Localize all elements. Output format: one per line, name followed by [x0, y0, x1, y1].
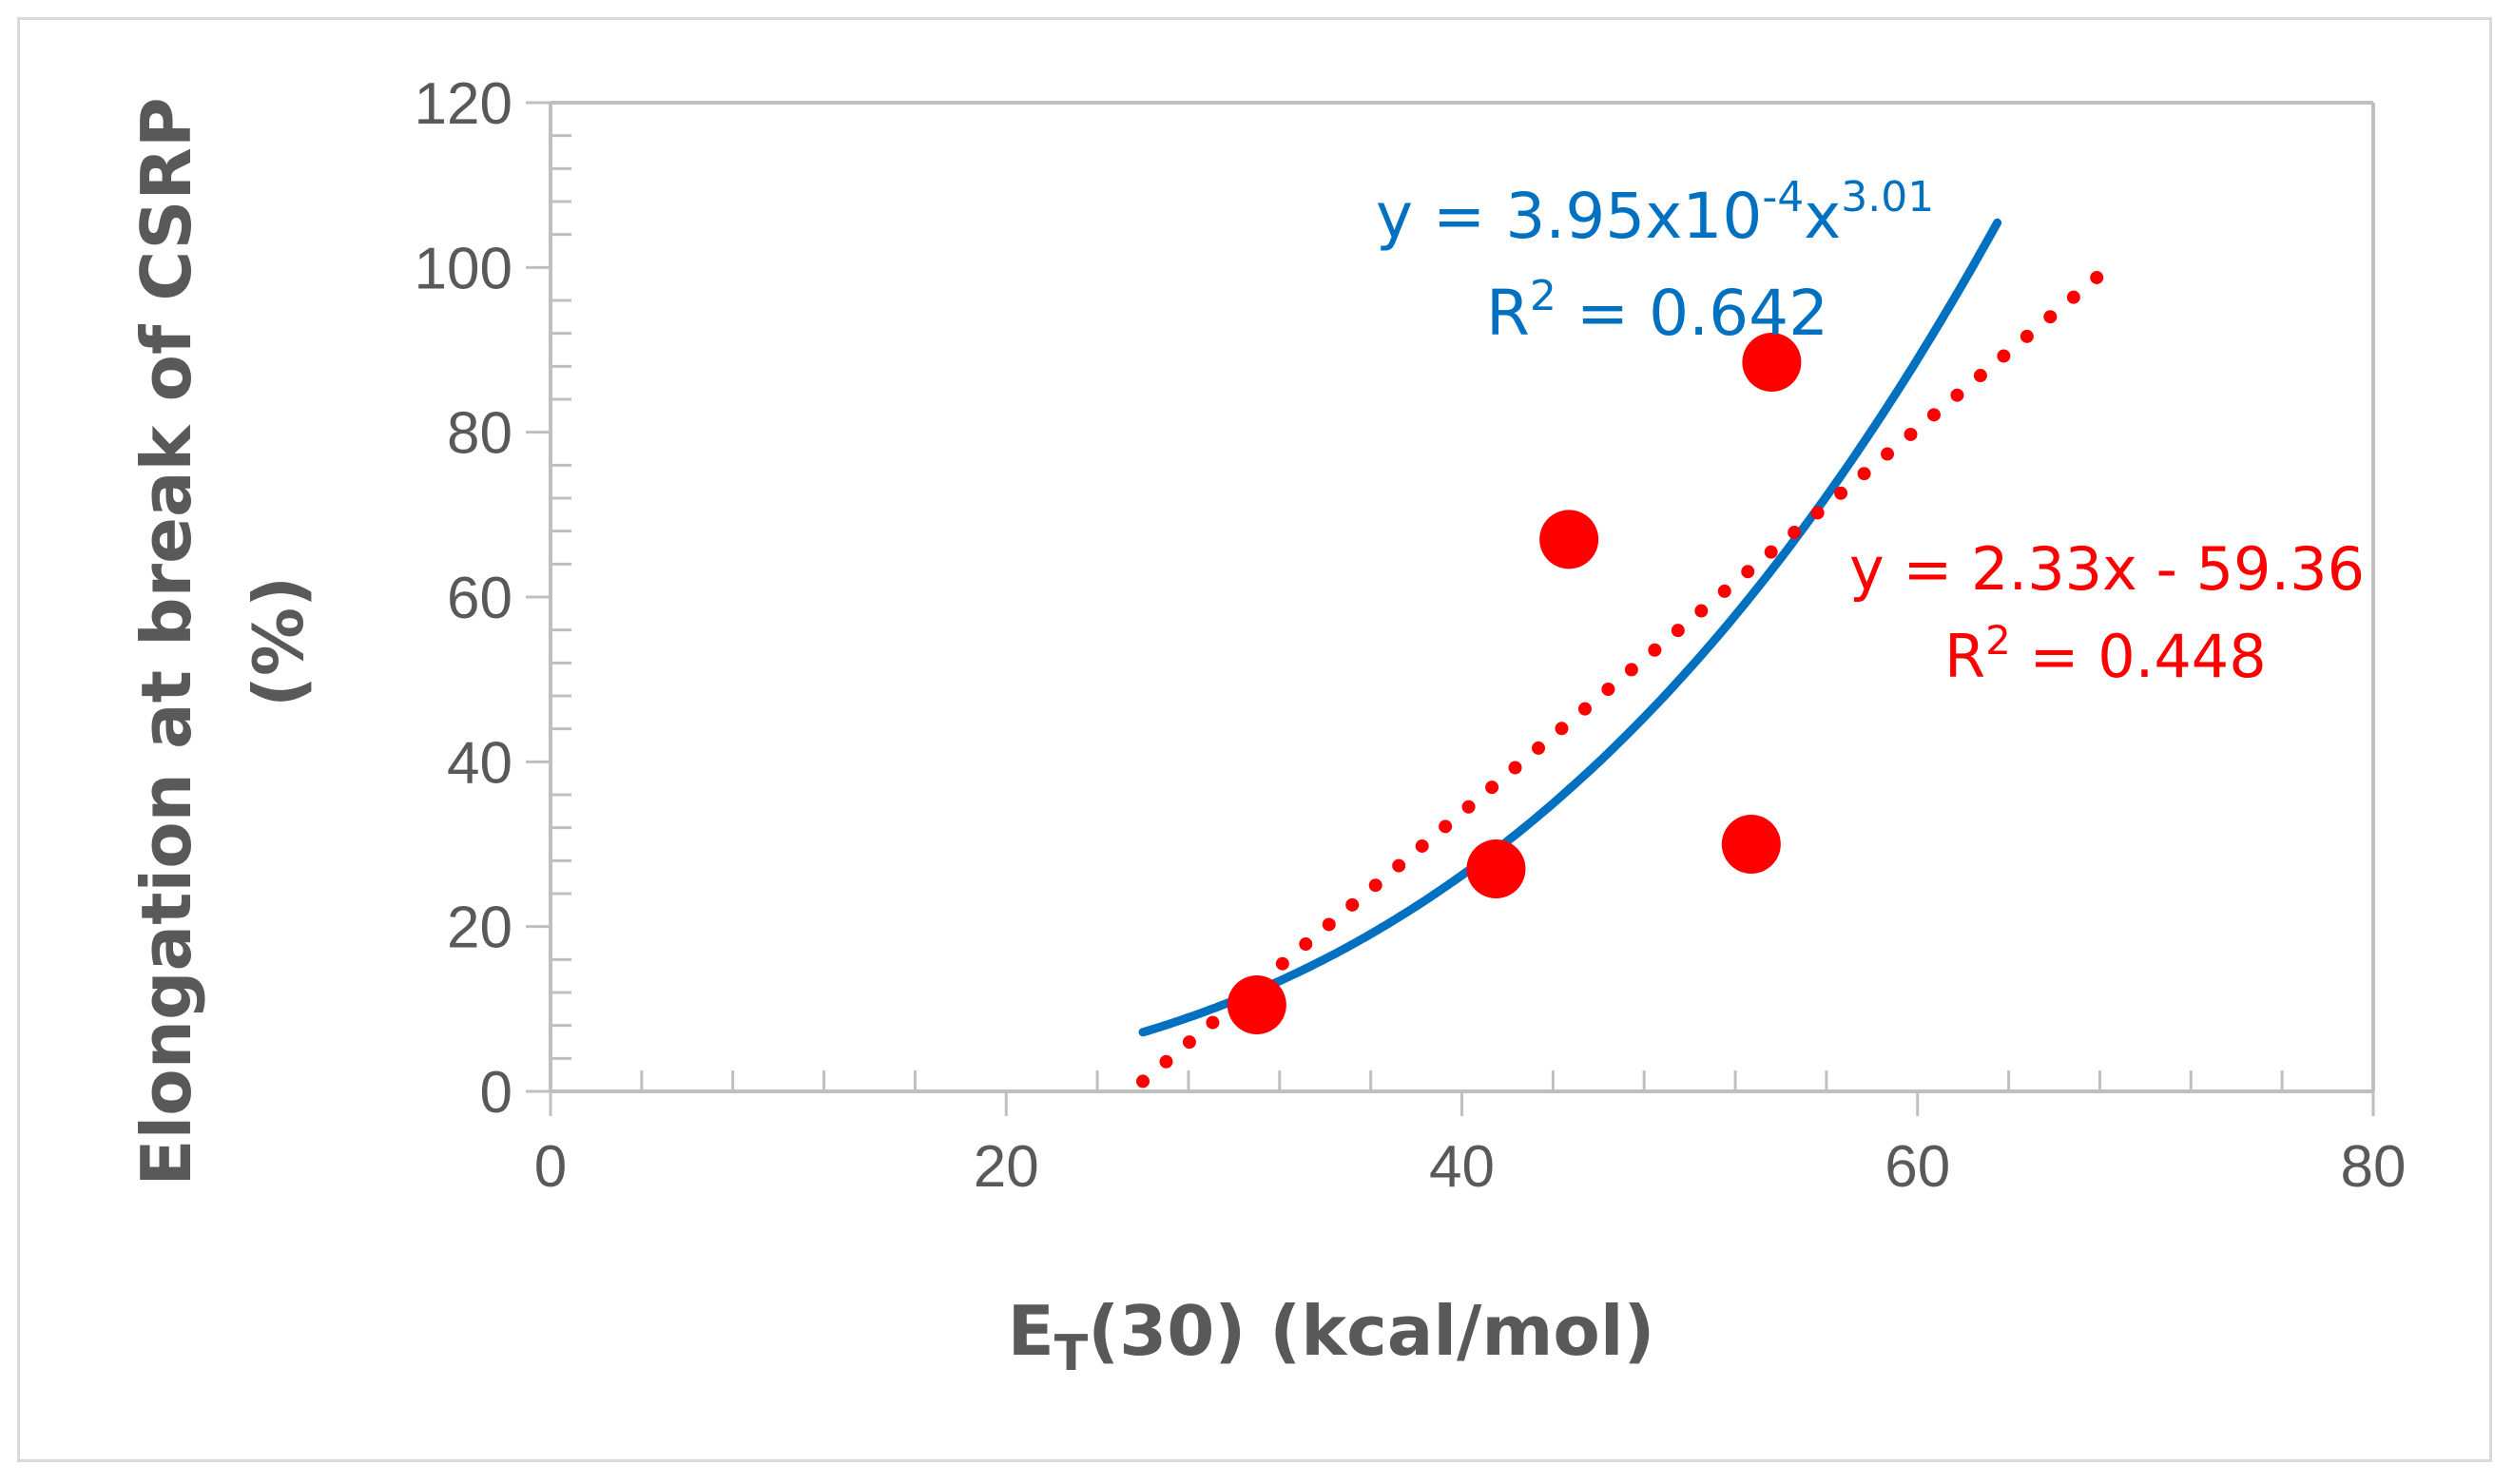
power-fit-equation: y = 3.95x10-4x3.01 — [1376, 173, 1934, 253]
power-fit-r2: R2 = 0.642 — [1486, 272, 1828, 350]
linear-fit-equation: y = 2.33x - 59.36 — [1849, 534, 2365, 604]
power-r2-prefix: R — [1486, 277, 1530, 350]
y-tick-label: 80 — [447, 401, 512, 467]
power-r2-superscript: 2 — [1530, 272, 1556, 320]
x-tick-label: 60 — [1885, 1134, 1950, 1200]
y-axis-title-line-2: (%) — [239, 576, 319, 707]
power-eq-prefix: y = 3.95x10 — [1376, 180, 1762, 253]
data-point — [1227, 975, 1286, 1034]
data-point — [1742, 333, 1802, 392]
data-point — [1466, 839, 1526, 898]
y-tick-label: 100 — [415, 236, 512, 301]
y-axis-title-line-1: Elongation at break of CSRP — [126, 97, 206, 1185]
power-eq-mid: x — [1804, 180, 1841, 253]
x-tick-label: 80 — [2341, 1134, 2407, 1200]
x-axis-title-rest: (30) (kcal/mol) — [1088, 1291, 1654, 1371]
data-point — [1539, 510, 1599, 569]
x-axis-title-main: E — [1008, 1291, 1054, 1371]
linear-fit-trendline — [1136, 268, 2107, 1089]
y-tick-label: 20 — [447, 896, 512, 961]
x-tick-label: 40 — [1429, 1134, 1495, 1200]
y-tick-label: 120 — [415, 71, 512, 137]
y-tick-label: 0 — [480, 1060, 512, 1126]
power-eq-exponent-1: -4 — [1762, 173, 1804, 222]
linear-r2-prefix: R — [1944, 622, 1985, 691]
power-fit-trendline — [1138, 218, 2002, 1037]
y-tick-label: 40 — [447, 730, 512, 796]
linear-r2-value: = 0.448 — [2011, 622, 2267, 691]
x-axis-title: ET(30) (kcal/mol) — [1008, 1291, 1655, 1382]
x-tick-label: 0 — [534, 1134, 567, 1200]
power-r2-value: = 0.642 — [1556, 277, 1828, 350]
linear-fit-r2: R2 = 0.448 — [1944, 617, 2267, 691]
power-eq-exponent-2: 3.01 — [1841, 173, 1934, 222]
chart-frame — [17, 17, 2492, 1462]
x-tick-label: 20 — [974, 1134, 1039, 1200]
x-axis-title-subscript: T — [1054, 1325, 1089, 1382]
data-point — [1721, 815, 1781, 874]
y-tick-label: 60 — [447, 566, 512, 631]
plot-area: 0 20 40 60 80 100 120 0 20 40 60 80 — [415, 71, 2407, 1200]
linear-r2-superscript: 2 — [1985, 617, 2011, 664]
